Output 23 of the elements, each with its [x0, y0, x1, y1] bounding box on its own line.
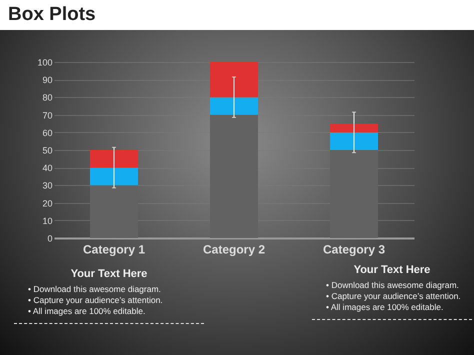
y-tick-label: 100 — [37, 58, 52, 68]
text: • Download this awesome diagram. — [326, 280, 460, 290]
text: • Capture your audience’s attention. — [28, 295, 164, 305]
chart-title: Box Plots — [7, 3, 97, 26]
text: • Download this awesome diagram. — [28, 284, 162, 294]
y-tick-label: 90 — [42, 75, 52, 86]
y-tick-label: 70 — [42, 110, 52, 120]
y-tick-label: 30 — [42, 180, 52, 191]
text: • All images are 100% editable. — [28, 306, 146, 316]
y-tick-label: 10 — [42, 216, 52, 226]
y-tick-label: 20 — [42, 198, 52, 208]
x-tick-label: Category 1 — [82, 242, 146, 256]
y-tick-label: 80 — [42, 92, 52, 103]
y-tick-label: 50 — [42, 146, 52, 156]
y-tick-label: 40 — [42, 163, 52, 174]
text: • Capture your audience’s attention. — [326, 291, 462, 301]
x-tick-label: Category 3 — [322, 242, 386, 256]
x-tick-label: Category 2 — [202, 242, 266, 256]
y-tick-label: 0 — [47, 234, 52, 244]
text: • All images are 100% editable. — [326, 302, 444, 312]
text: Your Text Here — [70, 268, 148, 280]
y-tick-label: 60 — [42, 128, 52, 138]
text: Your Text Here — [352, 264, 432, 276]
